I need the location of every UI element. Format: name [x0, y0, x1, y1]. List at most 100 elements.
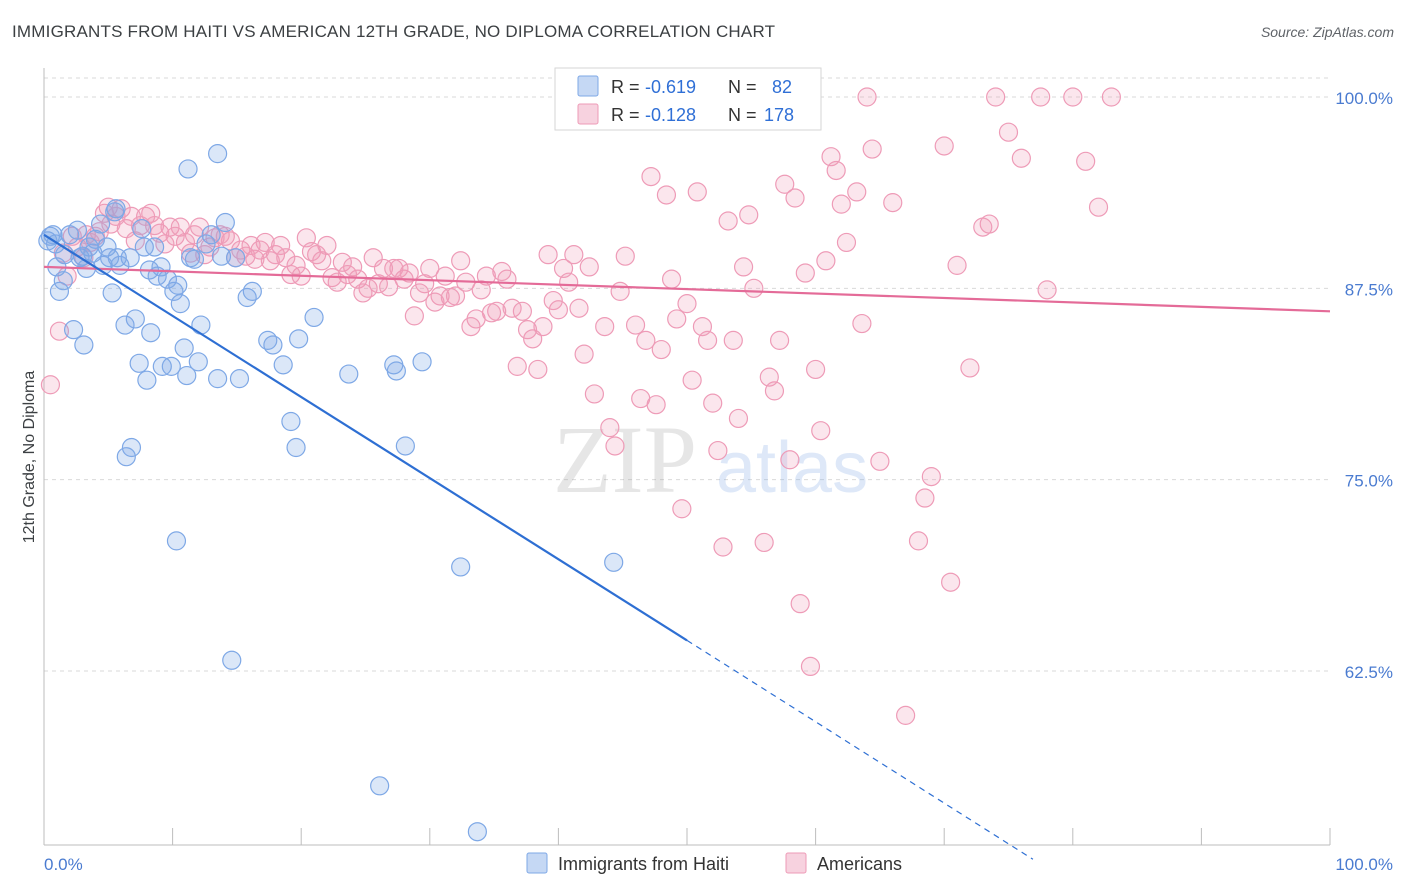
haiti-point [395, 436, 415, 456]
americans-point [870, 451, 890, 471]
y-tick-label: 62.5% [1345, 663, 1393, 682]
haiti-point [263, 335, 283, 355]
americans-point [682, 370, 702, 390]
haiti-point [177, 365, 197, 386]
haiti-point [604, 552, 624, 572]
legend-swatch-americans [577, 103, 599, 125]
americans-point [569, 298, 589, 318]
y-tick-label: 100.0% [1335, 89, 1393, 108]
haiti-point [170, 294, 190, 314]
legend-swatch-haiti [577, 75, 599, 97]
americans-point [646, 395, 666, 415]
americans-point [409, 283, 430, 303]
haiti-point [106, 199, 126, 219]
americans-point [847, 182, 867, 202]
americans-point [533, 317, 553, 337]
haiti-point [208, 369, 228, 389]
americans-point [718, 211, 738, 231]
bottom-legend-swatch-americans [785, 852, 807, 874]
americans-point [641, 166, 661, 187]
americans-point [312, 251, 332, 271]
watermark-zip: ZIP [553, 406, 697, 513]
americans-point [610, 281, 630, 301]
americans-point [816, 251, 836, 271]
americans-point [708, 440, 728, 461]
americans-point [358, 278, 378, 298]
americans-point [1037, 280, 1057, 300]
haiti-point [211, 246, 232, 266]
haiti-point [229, 369, 250, 389]
americans-point [780, 450, 800, 470]
chart-source: Source: ZipAtlas.com [1260, 24, 1394, 40]
haiti-point [412, 352, 432, 372]
haiti-point [144, 237, 165, 257]
americans-point [831, 194, 851, 214]
chart-title: IMMIGRANTS FROM HAITI VS AMERICAN 12TH G… [12, 22, 776, 41]
americans-point [548, 300, 569, 320]
americans-point [435, 266, 455, 286]
americans-point [723, 330, 743, 350]
trend-lines [43, 233, 1331, 860]
americans-point [574, 344, 594, 364]
bottom-legend-label-americans: Americans [817, 854, 902, 874]
americans-point [255, 232, 275, 253]
americans-point [40, 375, 61, 395]
haiti-point [281, 411, 301, 432]
americans-point [404, 306, 424, 326]
haiti-point [121, 437, 142, 458]
americans-point [941, 572, 961, 592]
americans-point [896, 705, 916, 725]
americans-point [1076, 151, 1096, 171]
americans-point [1011, 148, 1031, 168]
y-tick-labels: 100.0% 87.5% 75.0% 62.5% [1335, 89, 1393, 682]
americans-point [811, 421, 831, 441]
y-tick-label: 87.5% [1345, 280, 1393, 299]
americans-point [1063, 87, 1083, 107]
americans-point [795, 263, 815, 283]
americans-point [425, 292, 445, 312]
americans-point [790, 594, 810, 614]
haiti-point [467, 822, 487, 842]
americans-point [271, 235, 291, 256]
haiti-point [184, 249, 205, 269]
americans-point [713, 537, 733, 557]
americans-point [775, 174, 795, 194]
legend-n-label-haiti: N = [728, 77, 757, 97]
haiti-point [451, 557, 471, 577]
americans-point [857, 87, 877, 107]
haiti-point [215, 212, 235, 233]
haiti-point [226, 248, 246, 268]
americans-point [286, 255, 306, 275]
haiti-point [191, 315, 211, 335]
americans-point [1101, 87, 1121, 107]
americans-point [584, 384, 605, 404]
americans-point [636, 330, 656, 350]
haiti-point [304, 307, 324, 328]
americans-point [697, 330, 718, 350]
haiti-point [120, 248, 140, 268]
x-axis-ticks [172, 828, 1331, 845]
americans-point [744, 278, 764, 298]
americans-point [625, 315, 646, 335]
haiti-point [90, 214, 111, 234]
americans-point [399, 263, 419, 283]
americans-point [523, 329, 543, 349]
legend-r-label-americans: R = [611, 105, 640, 125]
haiti-point [137, 370, 157, 390]
americans-point [998, 122, 1019, 142]
haiti-point [74, 335, 94, 355]
americans-point [190, 217, 210, 237]
haiti-point [242, 281, 262, 301]
americans-point [49, 321, 70, 341]
y-axis-label: 12th Grade, No Diploma [21, 371, 38, 544]
americans-point [739, 205, 759, 225]
americans-point [805, 359, 826, 380]
americans-point [785, 188, 805, 208]
legend-r-value-americans: -0.128 [645, 105, 696, 125]
haiti-point [188, 352, 208, 372]
americans-point [656, 185, 677, 205]
americans-point [677, 294, 697, 314]
americans-point [559, 272, 579, 292]
americans-point [160, 217, 180, 237]
americans-point [908, 531, 929, 551]
